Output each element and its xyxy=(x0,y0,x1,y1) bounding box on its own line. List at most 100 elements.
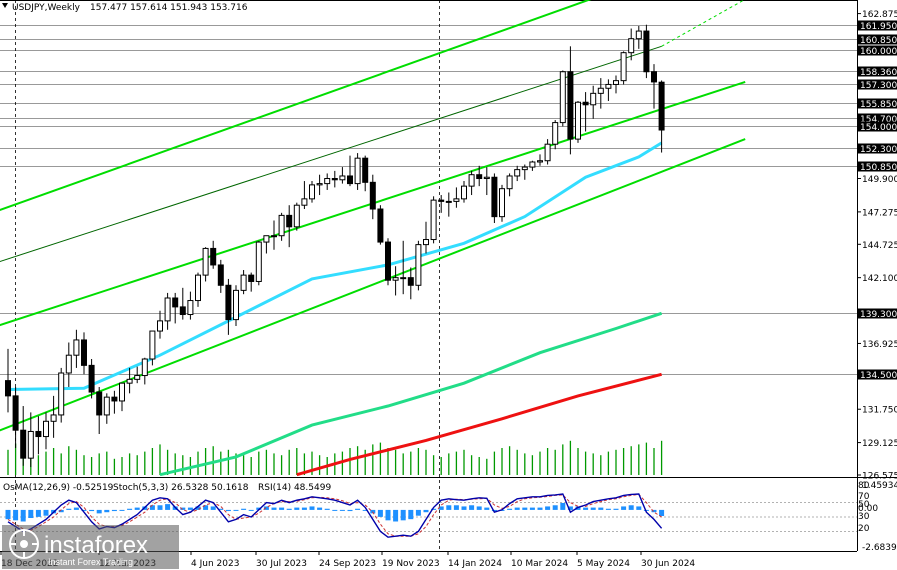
price-level-label: 160.850 xyxy=(860,36,897,46)
candle-body-bull xyxy=(324,178,331,185)
osma-bar xyxy=(636,506,642,510)
osma-bar xyxy=(552,505,558,510)
osma-bar xyxy=(195,506,201,510)
oscillator-axis-label: 70 xyxy=(858,492,870,502)
collapse-triangle-icon[interactable] xyxy=(2,3,8,8)
price-level-tag xyxy=(858,34,897,45)
osma-bar xyxy=(545,506,551,510)
ma-mid-line xyxy=(159,311,663,477)
price-level-tag xyxy=(858,66,897,77)
osma-bar xyxy=(362,509,368,511)
osma-bar xyxy=(484,507,490,510)
candle-body-bull xyxy=(134,375,141,380)
osma-bar xyxy=(203,505,209,510)
osma-bar xyxy=(13,509,19,521)
price-level-label: 139.300 xyxy=(860,310,897,320)
osma-bar xyxy=(5,509,11,520)
price-level-label: 152.300 xyxy=(860,145,897,155)
candle-body-bear xyxy=(5,380,11,397)
candle-body-bear xyxy=(377,208,384,243)
candle-body-bear xyxy=(286,214,293,228)
osma-bar xyxy=(104,509,110,513)
osma-bar xyxy=(157,505,163,510)
osma-bar xyxy=(347,509,353,512)
osma-bar xyxy=(81,509,87,511)
candle-body-bull xyxy=(149,330,156,360)
candle-body-bull xyxy=(255,241,262,282)
candle-body-bull xyxy=(187,300,194,316)
osma-max-label: 1.45934 xyxy=(862,481,897,491)
candle-body-bull xyxy=(537,160,543,163)
osma-bar xyxy=(271,507,277,510)
candle-body-bear xyxy=(438,199,445,202)
candle-body-bear xyxy=(643,30,650,73)
price-level-tag xyxy=(858,308,897,319)
osma-bar xyxy=(469,505,475,510)
osma-bar xyxy=(476,506,482,510)
price-level-label: 161.950 xyxy=(860,22,897,32)
oscillator-axis-label: 50 xyxy=(858,500,870,510)
candle-body-bear xyxy=(407,277,414,286)
candle-body-bear xyxy=(567,71,574,140)
candle-body-bull xyxy=(521,166,528,171)
osma-bar xyxy=(149,505,155,510)
osma-bar xyxy=(43,509,49,516)
price-level-tag xyxy=(858,98,897,109)
osma-bar xyxy=(187,507,193,510)
channel-lower-line xyxy=(0,138,746,432)
candle-body-bull xyxy=(430,199,437,241)
price-axis: 162.875 149.900 147.275 144.725 142.100 136.9… xyxy=(857,10,897,482)
osma-bar xyxy=(324,508,330,510)
candle-body-bull xyxy=(635,30,642,40)
candle-body-bull xyxy=(552,122,559,145)
period-separators xyxy=(15,0,440,551)
osma-bar xyxy=(355,508,361,510)
osma-bar xyxy=(583,507,589,510)
osma-bar xyxy=(127,508,133,510)
price-level-tag xyxy=(858,20,897,31)
osma-bar xyxy=(332,509,338,511)
osma-bar xyxy=(385,509,391,521)
candle-body-bull xyxy=(354,157,361,185)
osma-label: OsMA(12,26,9) -0.52519 xyxy=(3,483,114,493)
regression-extension-line xyxy=(661,0,745,47)
candle-body-bull xyxy=(126,378,133,384)
price-level-tag xyxy=(858,161,897,172)
candle-body-bull xyxy=(233,289,239,321)
candle-body-bear xyxy=(179,306,186,316)
osma-bar xyxy=(514,507,520,510)
candle-body-bull xyxy=(597,87,604,94)
osma-bar xyxy=(279,507,285,510)
channel-upper-line xyxy=(0,0,592,211)
stoch-label: Stoch(5,3,3) 26.5328 50.1618 xyxy=(113,483,249,493)
candle-body-bull xyxy=(499,188,505,218)
time-tick-label: 14 Jan 2024 xyxy=(448,559,502,569)
osma-bar xyxy=(453,505,459,510)
osma-bar xyxy=(651,509,657,513)
candle-body-bull xyxy=(240,274,247,291)
time-tick-label: 5 May 2024 xyxy=(577,559,630,569)
osma-bar xyxy=(628,505,634,510)
candle-body-bull xyxy=(529,161,536,168)
osma-bar xyxy=(286,508,292,510)
candles xyxy=(5,24,665,468)
volume-bars xyxy=(7,440,663,475)
osma-bar xyxy=(621,506,627,510)
price-level-label: 157.300 xyxy=(860,81,897,91)
osma-bar xyxy=(248,509,254,511)
price-level-tag xyxy=(858,369,897,380)
candle-body-bear xyxy=(362,157,369,183)
oscillator-axis-label: 80 xyxy=(858,481,870,491)
price-level-tag xyxy=(858,45,897,56)
candle-body-bull xyxy=(453,198,460,202)
osma-bar xyxy=(567,506,573,510)
candle-body-bull xyxy=(27,430,34,459)
price-level-label: 150.850 xyxy=(860,163,897,173)
price-level-tag xyxy=(858,143,897,154)
osma-bar xyxy=(598,507,604,510)
candle-body-bear xyxy=(651,71,657,83)
osma-bar xyxy=(96,509,102,514)
